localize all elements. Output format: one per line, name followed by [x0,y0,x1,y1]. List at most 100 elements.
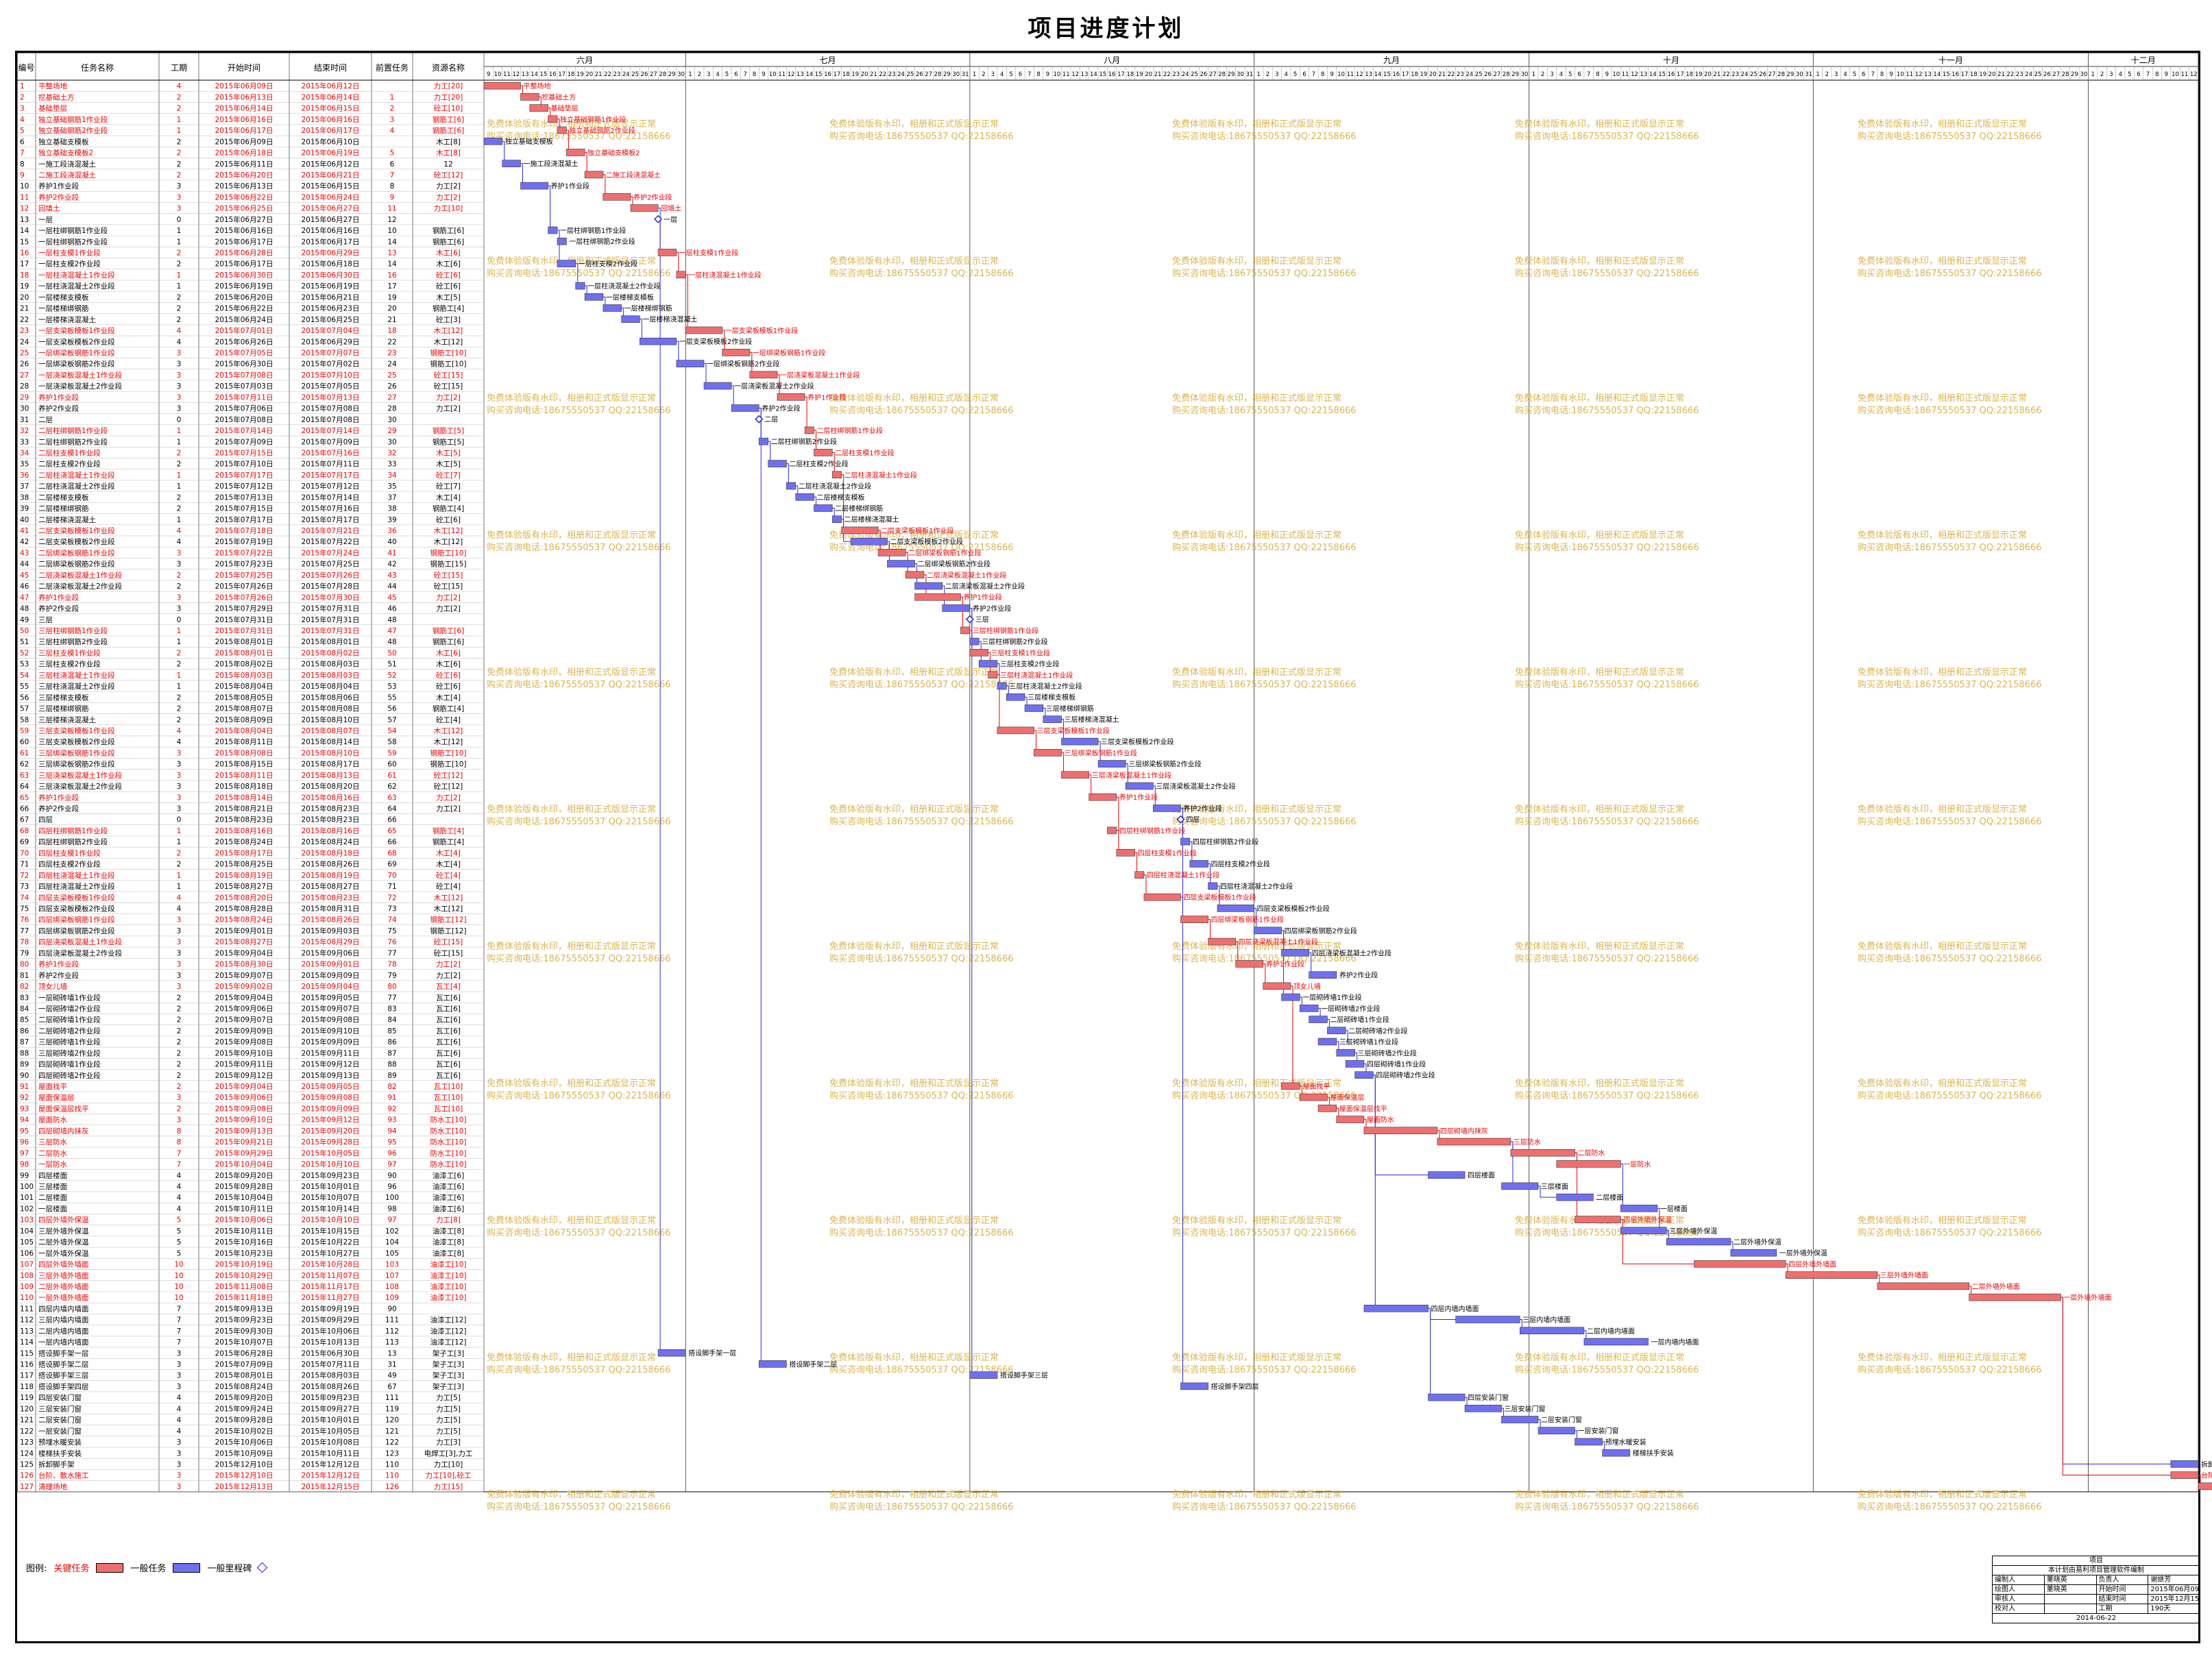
watermark-text: 免费体验版有水印，相册和正式版显示正常 [1858,804,2027,815]
task-bar [557,126,567,134]
watermark-text: 免费体验版有水印，相册和正式版显示正常 [1515,256,1684,267]
column-header: 前置任务 [376,62,409,73]
bar-label: 二层砌砖墙2作业段 [1348,1027,1407,1035]
table-cell: 16 [20,249,29,258]
table-cell: 一层柱支模2作业段 [38,260,101,269]
task-bar [584,293,604,301]
bar-label: 屋面保温层找平 [1339,1104,1387,1113]
table-cell: 油漆工[12] [430,1338,466,1347]
task-bar [1354,1071,1374,1079]
table-cell: 钢筋工[4] [433,826,464,835]
table-cell: 83 [20,994,29,1002]
watermark-text: 免费体验版有水印，相册和正式版显示正常 [1515,1078,1684,1089]
day-label: 11 [1622,71,1629,78]
bar-label: 一层浇梁板混凝土1作业段 [780,371,860,380]
task-bar [2170,1460,2199,1468]
table-cell: 4 [177,1405,182,1413]
table-cell: 88 [20,1049,29,1057]
table-cell: 二层砌砖墙2作业段 [38,1027,101,1035]
table-cell: 52 [387,672,396,680]
table-cell: 1 [20,82,25,90]
table-cell: 砼工[10] [434,104,463,113]
table-cell: 钢筋工[6] [433,226,464,235]
day-label: 2 [1266,71,1269,78]
table-cell: 三层外墙外墙面 [38,1271,89,1280]
table-cell: 80 [387,983,396,991]
table-cell: 46 [20,582,29,591]
table-cell: 2015年07月09日 [302,437,360,446]
table-cell: 2015年09月05日 [302,993,360,1002]
watermark-text: 免费体验版有水印，相册和正式版显示正常 [1515,393,1684,404]
table-cell: 95 [20,1127,29,1136]
table-cell: 80 [20,961,29,969]
day-label: 19 [576,71,584,78]
day-label: 2 [2100,71,2104,78]
table-cell: 3 [177,1472,182,1480]
info-row: 编制人 董晓英 负责人 谢继芳 [1993,1575,2200,1585]
table-cell: 113 [20,1327,34,1336]
bar-label: 屋面防水 [1367,1116,1394,1125]
bar-label: 二层外墙外保温 [1734,1238,1782,1247]
task-bar [1309,1016,1328,1023]
table-cell: 2015年10月06日 [302,1327,360,1336]
table-cell: 104 [20,1227,34,1236]
table-cell: 119 [20,1394,34,1402]
table-cell: 2015年12月12日 [302,1460,360,1469]
table-cell: 2015年07月08日 [302,404,360,413]
table-cell: 9 [20,171,25,180]
table-cell: 62 [387,783,396,791]
table-cell: 二层柱绑钢筋1作业段 [38,426,108,435]
day-label: 16 [1668,71,1675,78]
watermark-text: 免费体验版有水印，相册和正式版显示正常 [829,941,999,952]
day-label: 7 [743,71,746,78]
task-bar [988,671,998,679]
day-label: 3 [707,71,710,78]
table-cell: 4 [177,905,182,913]
bar-label: 四层砌墙内抹灰 [1440,1127,1488,1136]
bar-label: 养护1作业段 [807,393,846,402]
table-cell: 3 [177,794,182,802]
table-cell: 2015年06月17日 [215,260,274,269]
table-cell: 2015年08月13日 [302,771,360,780]
table-cell: 砼工[12] [434,771,463,780]
task-bar [2198,1482,2212,1490]
bar-label: 独立基础钢筋2作业段 [569,126,635,135]
table-cell: 四层浇梁板混凝土1作业段 [38,937,123,946]
bar-label: 四层楼面 [1468,1171,1495,1180]
bar-label: 养护2作业段 [1339,971,1378,980]
watermark-text: 免费体验版有水印，相册和正式版显示正常 [1858,530,2027,541]
table-cell: 33 [387,461,396,469]
table-cell: 2015年07月08日 [302,415,360,424]
bar-label: 三层楼梯支模板 [1028,693,1075,702]
table-cell: 1 [177,872,182,880]
day-label: 25 [1475,71,1483,78]
bar-label: 预埋水暖安装 [1605,1438,1646,1447]
watermark-text: 购买咨询电话:18675550537 QQ:22158666 [1172,131,1357,142]
task-bar [731,404,759,412]
watermark-text: 购买咨询电话:18675550537 QQ:22158666 [1172,953,1357,964]
table-cell: 35 [387,482,396,491]
table-cell: 2015年06月22日 [215,193,274,201]
table-cell: 99 [20,1172,29,1180]
table-cell: 砼工[6] [436,271,461,280]
table-cell: 2015年06月10日 [302,137,360,146]
table-cell: 22 [20,316,29,324]
bar-label: 拆卸脚手架 [2201,1460,2212,1469]
table-cell: 2015年07月12日 [302,482,360,491]
table-cell: 钢筋工[10] [430,349,466,358]
watermark-text: 购买咨询电话:18675550537 QQ:22158666 [1858,1227,2042,1238]
project-info-box: 项目 本计划由易利项目管理软件编制 编制人 董晓英 负责人 谢继芳 绘图人 董晓英 开始时… [1992,1556,2200,1623]
table-cell: 四层楼面 [38,1171,67,1180]
table-cell: 73 [20,883,29,891]
task-bar [877,549,906,556]
bar-label: 养护2作业段 [973,604,1011,613]
day-label: 29 [668,71,676,78]
table-cell: 2015年08月26日 [302,916,360,924]
table-cell: 砼工[15] [434,582,463,591]
table-cell: 2015年08月27日 [215,882,274,891]
watermark-text: 购买咨询电话:18675550537 QQ:22158666 [487,268,671,279]
table-cell: 2015年07月28日 [302,582,360,591]
bar-label: 一层柱支模2作业段 [579,260,637,269]
table-cell: 105 [385,1249,399,1257]
table-cell: 75 [20,905,29,913]
